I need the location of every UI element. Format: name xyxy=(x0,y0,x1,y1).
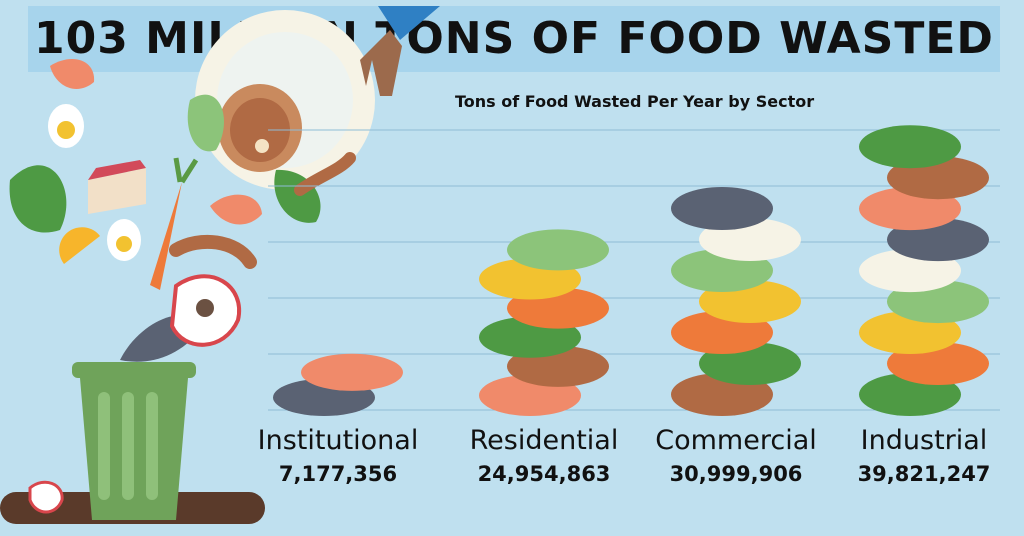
bar-food-item xyxy=(507,229,609,271)
page-title: 103 MILLION TONS OF FOOD WASTED xyxy=(34,13,994,64)
title-band: 103 MILLION TONS OF FOOD WASTED xyxy=(28,6,1000,72)
carrot-icon xyxy=(150,157,199,290)
category-label: Industrial xyxy=(860,425,988,456)
steak-icon xyxy=(218,84,302,172)
sausage-icon xyxy=(169,152,356,269)
value-label: 39,821,247 xyxy=(857,462,991,486)
bar-stacks xyxy=(273,125,989,417)
gridlines xyxy=(268,129,1000,411)
bar-industrial xyxy=(859,125,989,416)
fork-hand-icon xyxy=(360,6,440,96)
category-label: Institutional xyxy=(257,425,419,456)
value-label: 24,954,863 xyxy=(477,462,611,486)
shrimp-icon xyxy=(50,59,262,225)
category-label: Commercial xyxy=(655,425,817,456)
bar-institutional xyxy=(273,353,403,417)
egg-icon xyxy=(48,104,141,261)
bar-food-item xyxy=(859,125,961,169)
bar-commercial xyxy=(671,187,801,417)
bar-food-item xyxy=(301,353,403,391)
chart-title: Tons of Food Wasted Per Year by Sector xyxy=(455,92,815,111)
lemon-icon xyxy=(59,227,100,264)
value-label: 7,177,356 xyxy=(278,462,398,486)
category-label: Residential xyxy=(469,425,619,456)
bar-food-item xyxy=(671,187,773,231)
apple-core-icon xyxy=(28,274,242,514)
trash-bin-icon xyxy=(72,362,196,520)
cake-icon xyxy=(88,160,146,214)
value-label: 30,999,906 xyxy=(669,462,803,486)
bar-residential xyxy=(479,229,609,416)
